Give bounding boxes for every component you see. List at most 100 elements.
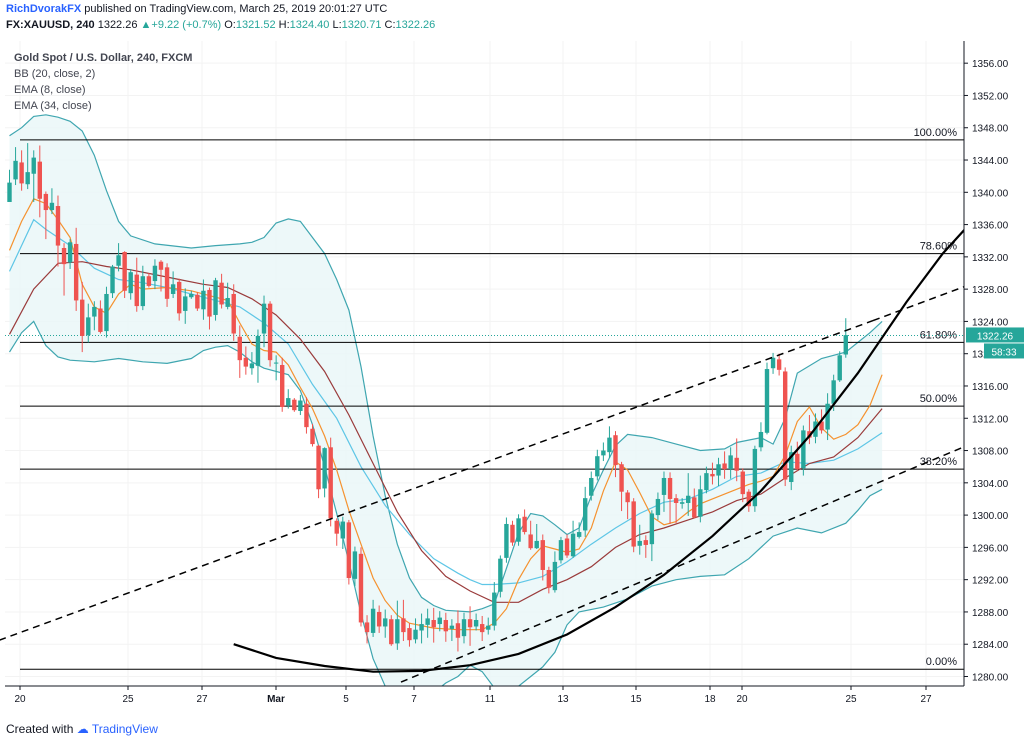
candle-body [649,513,655,545]
price-tick-label: 1332.00 [972,253,1009,264]
candle [734,438,739,482]
candle-body [201,290,206,310]
time-tick-label: 25 [122,694,134,705]
candle-body [667,477,673,499]
time-tick-label: 11 [485,694,496,705]
price-change: +9.22 (+0.7%) [151,19,222,31]
fib-label: 78.60% [920,241,958,253]
candle-body [825,403,830,430]
candle-body [146,276,152,286]
candle-body [352,551,358,579]
candle-body [540,540,545,570]
candle [467,606,473,646]
candle [595,449,600,481]
candle [243,346,249,375]
candle-body [225,298,230,307]
candle-body [413,629,418,640]
channel-lower-line [400,443,971,683]
candle-body [461,619,467,637]
footer: Created with ☁ TradingView [6,722,158,736]
candle [352,546,358,587]
candle [261,295,267,348]
candle [825,393,830,441]
candle [237,325,242,378]
candle [716,457,721,487]
fib-label: 50.00% [920,393,958,405]
candle-body [122,252,127,291]
candle-body [570,533,576,557]
candle [358,547,364,627]
price-tick-label: 1356.00 [972,59,1009,70]
author-link[interactable]: RichDvorakFX [6,3,82,15]
publisher-line: RichDvorakFX published on TradingView.co… [6,3,387,15]
candle-body [401,618,406,633]
candle-body [534,540,539,549]
price-chart[interactable]: 100.00%78.60%61.80%50.00%38.20%0.00% 135… [0,36,1024,736]
trend-lines [0,222,972,683]
candle [801,425,806,476]
candle-body [819,421,824,431]
price-tick-label: 1292.00 [972,576,1009,587]
candle-body [176,281,182,314]
candle-body [183,296,188,311]
tradingview-logo-icon[interactable]: ☁ [76,722,89,736]
candle-body [304,403,309,428]
candle-body [255,335,261,366]
candle-body [510,524,515,543]
candle-body [164,267,170,299]
candle [328,437,333,527]
created-with-text: Created with [6,722,74,736]
candle-body [273,362,279,364]
candle [383,609,388,638]
legend-ema34[interactable]: EMA (34, close) [14,100,92,112]
candle-body [419,624,424,631]
candle [431,607,436,643]
candle [770,352,776,374]
candle [43,191,49,240]
candle-body [128,272,133,294]
legend-ema8[interactable]: EMA (8, close) [14,84,86,96]
countdown-tag-text: 58:33 [991,347,1016,358]
candle-body [716,464,721,476]
candle [510,520,515,546]
candle [479,615,485,641]
candle [370,599,376,637]
candle [322,447,327,498]
candle [249,352,255,375]
candle [140,265,146,311]
candle-body [492,592,497,626]
price-tick-label: 1308.00 [972,447,1009,458]
price-axis-bg [964,36,1024,686]
candle-body [528,534,533,549]
candle-body [158,261,164,270]
price-tick-label: 1304.00 [972,479,1009,490]
candle-body [340,521,345,539]
candle [55,195,61,267]
candle-body [758,431,764,448]
candle [540,534,545,581]
candle [122,251,127,299]
candle [80,281,85,353]
candle-body [431,620,436,628]
candle [498,555,503,598]
candle [710,462,715,485]
candle [492,582,497,631]
candle [776,353,782,376]
price-tick-label: 1328.00 [972,285,1009,296]
candle-body [407,628,412,641]
candle [504,517,509,563]
candle-body [746,491,752,507]
time-tick-label: 27 [920,694,932,705]
candle-body [292,399,297,411]
tradingview-brand[interactable]: TradingView [91,722,158,736]
legend-title: Gold Spot / U.S. Dollar, 240, FXCM [14,52,193,64]
candle [667,472,673,524]
candle [764,362,770,435]
candle [201,279,206,320]
candle [570,520,576,558]
candle-body [625,492,630,503]
candle [564,534,570,558]
legend-bb[interactable]: BB (20, close, 2) [14,68,96,80]
candle-body [243,357,249,367]
candle-body [249,363,255,369]
